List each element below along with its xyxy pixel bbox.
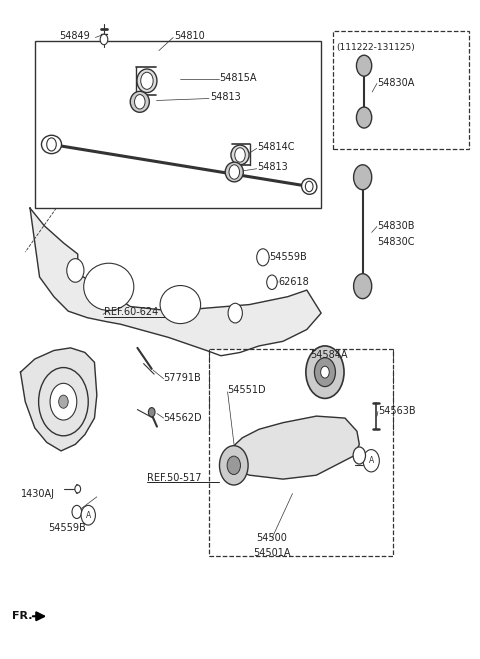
Text: (111222-131125): (111222-131125)	[336, 43, 415, 53]
Text: 54830B: 54830B	[377, 221, 414, 231]
Text: A: A	[85, 511, 91, 520]
Text: 54559B: 54559B	[270, 252, 307, 262]
Polygon shape	[21, 348, 97, 451]
Text: 54813: 54813	[258, 162, 288, 173]
Circle shape	[257, 249, 269, 266]
Circle shape	[38, 368, 88, 436]
Circle shape	[306, 346, 344, 399]
Text: FR.: FR.	[12, 612, 32, 621]
Text: 54559B: 54559B	[48, 523, 85, 533]
Ellipse shape	[137, 69, 157, 93]
Ellipse shape	[301, 179, 317, 194]
Circle shape	[227, 456, 240, 474]
Bar	[333, 31, 469, 149]
Bar	[209, 349, 393, 556]
Text: 54849: 54849	[59, 30, 90, 40]
Text: 54501A: 54501A	[253, 548, 291, 558]
Text: REF.50-517: REF.50-517	[147, 473, 202, 483]
Text: 54813: 54813	[210, 92, 241, 102]
Ellipse shape	[160, 285, 201, 324]
Circle shape	[47, 138, 56, 151]
Text: 54815A: 54815A	[219, 72, 257, 82]
Circle shape	[50, 384, 77, 420]
Text: 54500: 54500	[256, 533, 288, 543]
Circle shape	[134, 95, 145, 109]
Circle shape	[81, 505, 96, 525]
Circle shape	[229, 165, 240, 179]
Circle shape	[354, 273, 372, 299]
Text: REF.60-624: REF.60-624	[104, 308, 158, 318]
Circle shape	[305, 181, 313, 192]
Text: 54814C: 54814C	[258, 142, 295, 152]
Ellipse shape	[231, 145, 249, 165]
Text: 54562D: 54562D	[164, 413, 202, 423]
Text: 54584A: 54584A	[311, 350, 348, 360]
Circle shape	[363, 449, 379, 472]
Circle shape	[75, 485, 81, 493]
Text: 1430AJ: 1430AJ	[22, 488, 55, 499]
Text: 54830A: 54830A	[377, 78, 414, 88]
Circle shape	[148, 407, 155, 416]
Circle shape	[67, 258, 84, 282]
Circle shape	[100, 34, 108, 45]
Circle shape	[267, 275, 277, 289]
Bar	[35, 41, 321, 208]
Text: 62618: 62618	[278, 277, 309, 287]
Circle shape	[235, 148, 245, 162]
Circle shape	[357, 107, 372, 128]
Circle shape	[321, 366, 329, 378]
Circle shape	[141, 72, 153, 90]
Text: A: A	[369, 456, 374, 465]
Ellipse shape	[84, 263, 134, 310]
Ellipse shape	[130, 92, 149, 112]
Circle shape	[72, 505, 82, 519]
Circle shape	[228, 303, 242, 323]
Text: 54830C: 54830C	[377, 237, 414, 247]
Ellipse shape	[225, 162, 243, 182]
Text: 54563B: 54563B	[378, 406, 416, 416]
Circle shape	[59, 395, 68, 408]
Circle shape	[353, 447, 365, 464]
Text: 57791B: 57791B	[164, 373, 202, 383]
Circle shape	[357, 55, 372, 76]
Polygon shape	[30, 208, 321, 356]
Polygon shape	[228, 416, 360, 479]
Circle shape	[354, 165, 372, 190]
Text: 54810: 54810	[174, 30, 205, 40]
Circle shape	[219, 445, 248, 485]
Circle shape	[314, 358, 336, 387]
Text: 54551D: 54551D	[228, 385, 266, 395]
Ellipse shape	[41, 135, 61, 154]
